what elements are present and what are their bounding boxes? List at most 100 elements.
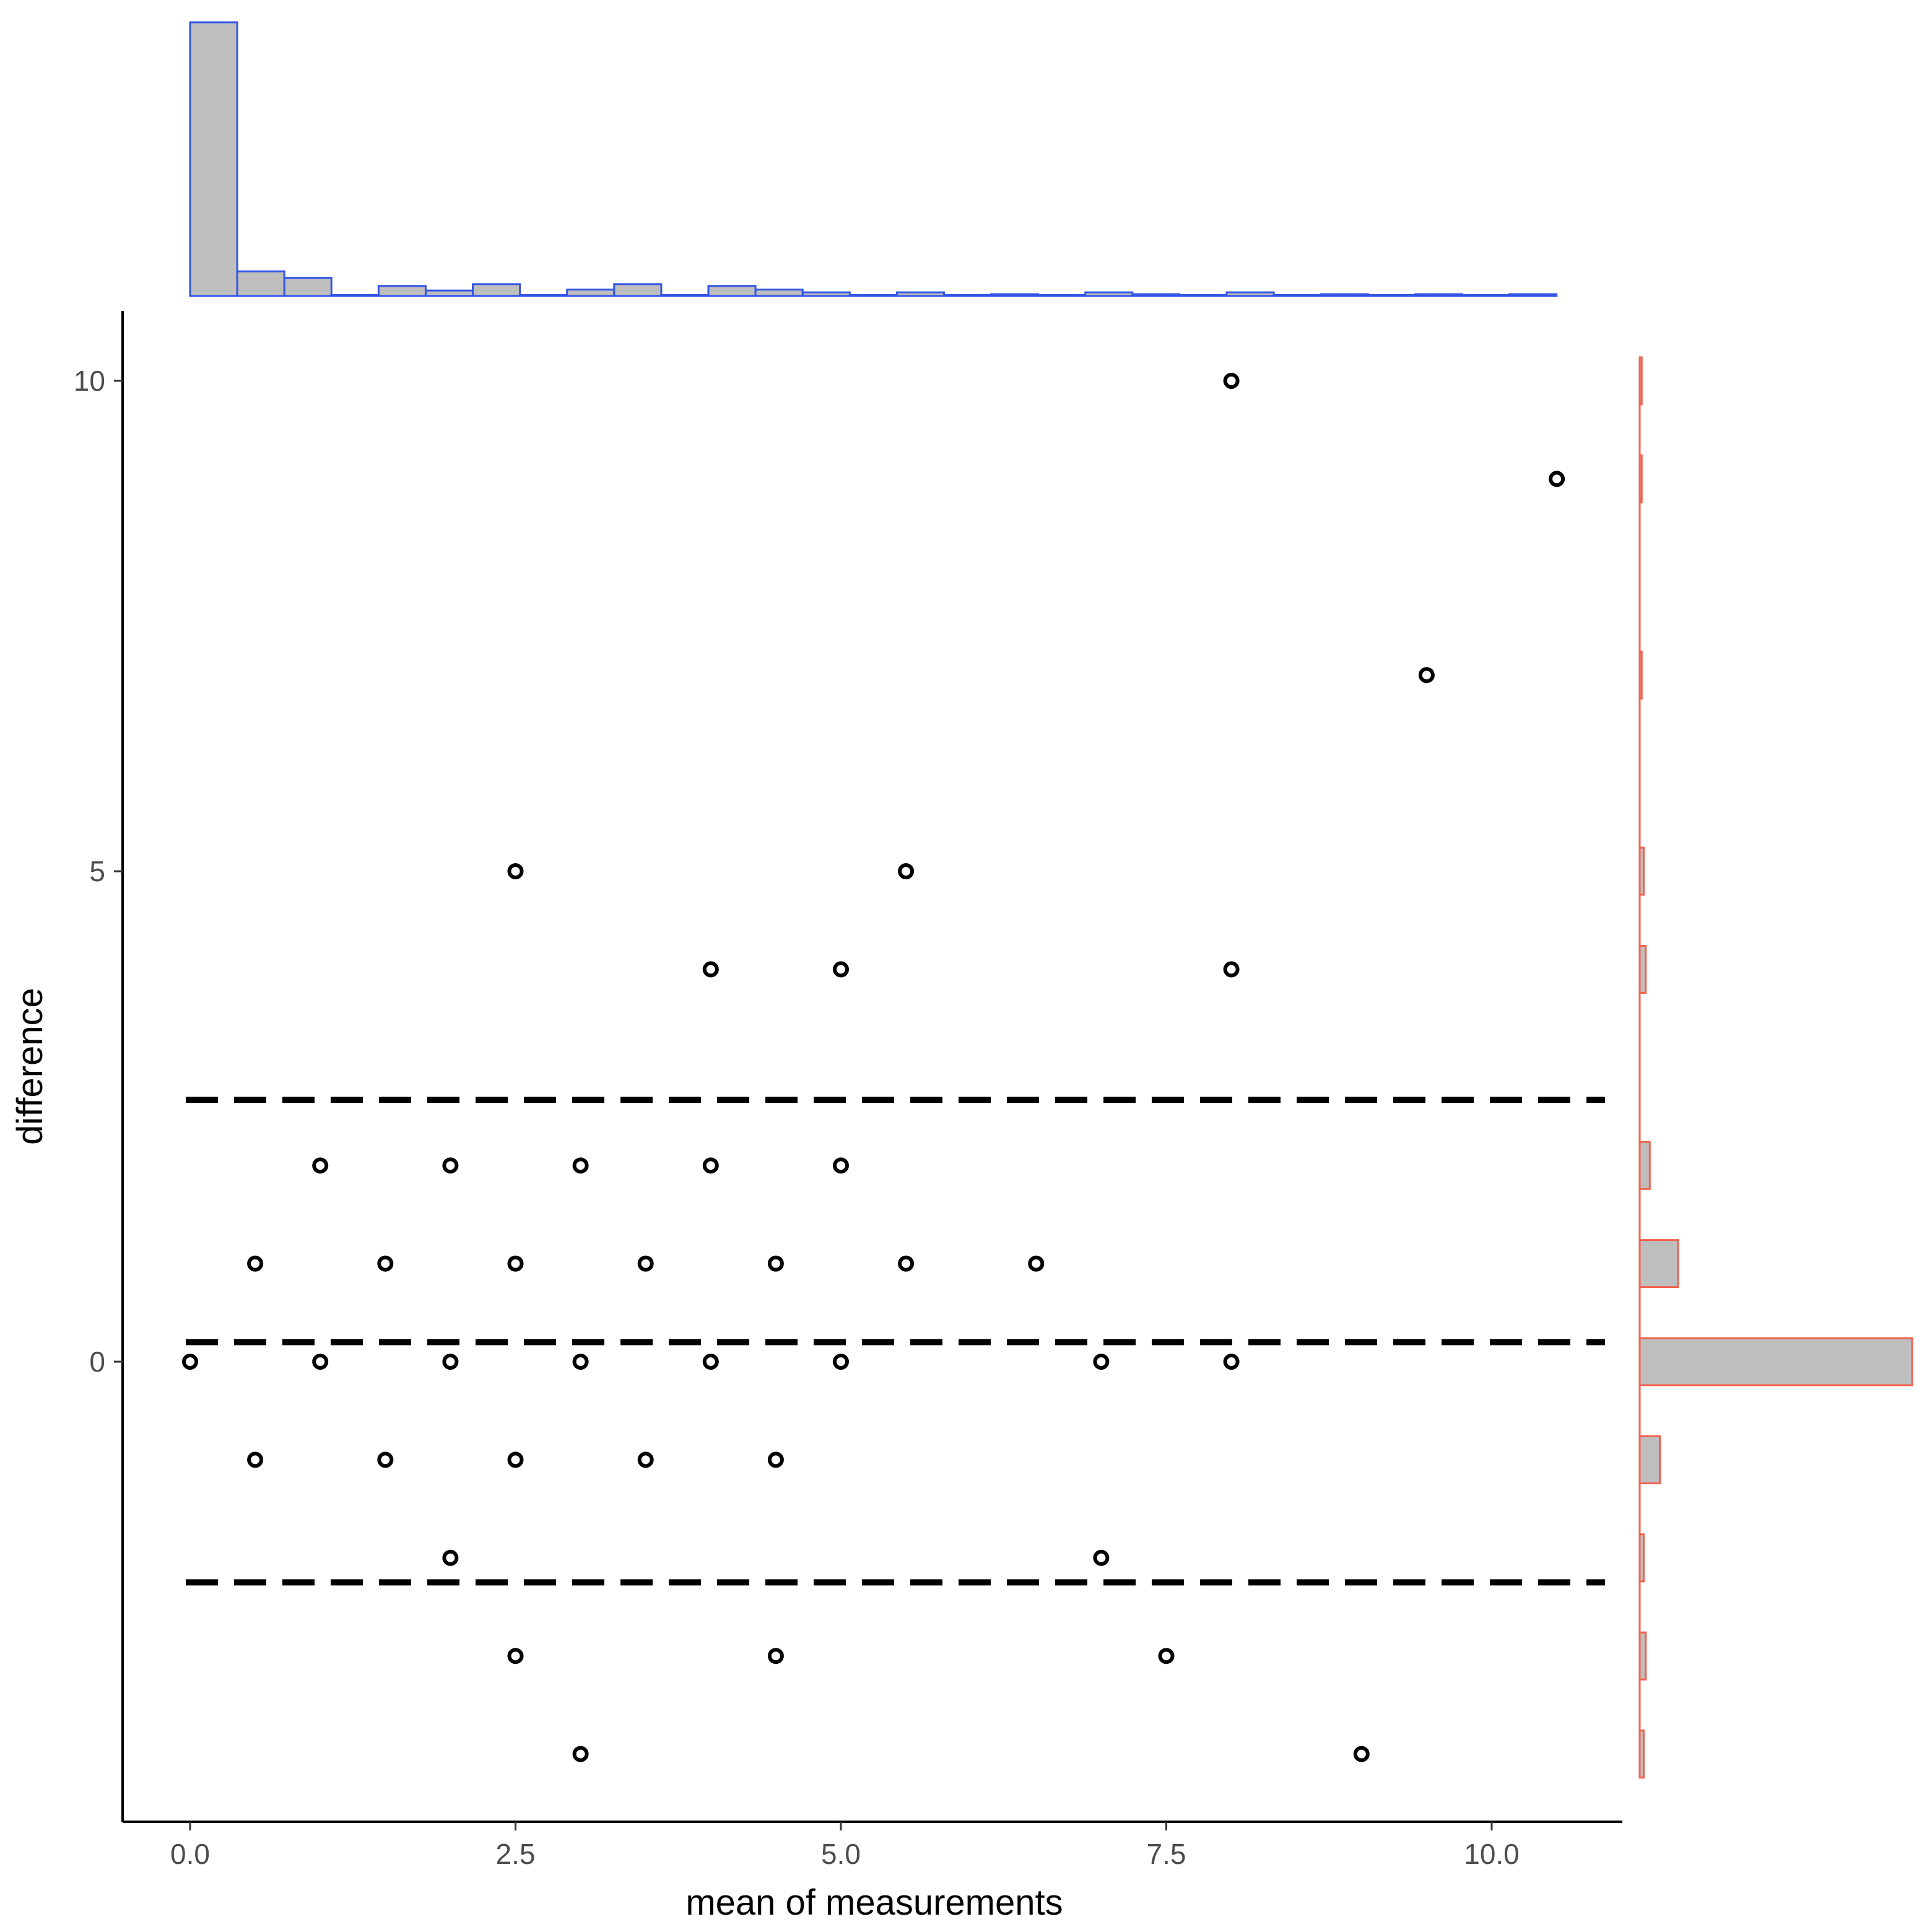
data-point <box>1093 1549 1110 1566</box>
right-histogram-bar <box>1638 944 1647 994</box>
top-histogram-bar <box>1320 293 1369 297</box>
data-point <box>377 1255 394 1272</box>
x-tick-label: 5.0 <box>821 1838 861 1870</box>
axes <box>121 311 1622 1823</box>
right-histogram-bar <box>1638 650 1643 700</box>
data-point <box>833 961 849 978</box>
y-axis-ticks: 0 5 10 <box>74 365 123 1378</box>
top-histogram-bar <box>660 294 710 297</box>
top-histogram-bar <box>1178 294 1228 297</box>
right-histogram-bar <box>1638 1239 1679 1289</box>
data-point <box>898 1255 915 1272</box>
data-point <box>702 1157 719 1174</box>
x-tick-label: 0.0 <box>170 1838 210 1870</box>
data-point <box>1028 1255 1045 1272</box>
data-point <box>572 1157 589 1174</box>
data-point <box>442 1354 459 1370</box>
y-tick-label: 10 <box>74 365 105 397</box>
data-point <box>507 1648 524 1664</box>
data-point <box>507 863 524 879</box>
data-point <box>833 1157 849 1174</box>
data-point <box>442 1549 459 1566</box>
data-point <box>702 961 719 978</box>
top-histogram-bar <box>566 289 616 297</box>
data-point <box>637 1255 654 1272</box>
data-point <box>1418 667 1435 684</box>
data-point <box>833 1354 849 1370</box>
data-point <box>572 1746 589 1762</box>
x-axis-title: mean of measurements <box>685 1882 1063 1923</box>
top-histogram-bar <box>1225 291 1275 297</box>
data-point <box>507 1451 524 1468</box>
right-histogram-bar <box>1638 1533 1645 1583</box>
data-point <box>1549 471 1565 487</box>
top-histogram-bar <box>236 270 285 297</box>
right-histogram-bar <box>1638 1631 1647 1681</box>
right-histogram-bar <box>1638 846 1645 896</box>
data-point <box>1223 373 1240 389</box>
top-histogram-bar <box>990 293 1040 297</box>
scatter-points <box>182 373 1565 1762</box>
reference-lines <box>186 1097 1605 1586</box>
top-histogram-bar <box>848 294 898 297</box>
top-histogram-bar <box>754 289 804 297</box>
top-histogram-bar <box>377 285 427 297</box>
x-tick-label: 2.5 <box>496 1838 536 1870</box>
x-tick-label: 7.5 <box>1147 1838 1186 1870</box>
data-point <box>1353 1746 1370 1762</box>
data-point <box>247 1255 264 1272</box>
data-point <box>377 1451 394 1468</box>
data-point <box>312 1157 329 1174</box>
top-histogram-bar <box>1037 294 1087 297</box>
top-histogram-bar <box>1367 294 1416 297</box>
data-point <box>767 1648 784 1664</box>
data-point <box>1223 961 1240 978</box>
right-histogram-bar <box>1638 1730 1645 1779</box>
right-histogram-bar <box>1638 1435 1661 1484</box>
top-histogram-bar <box>801 291 851 297</box>
right-histogram-bar <box>1638 454 1643 503</box>
top-histogram-bar <box>1084 291 1134 297</box>
top-histogram-bar <box>1131 293 1181 297</box>
data-point <box>507 1255 524 1272</box>
data-point <box>1093 1354 1110 1370</box>
y-tick-label: 5 <box>89 855 105 887</box>
y-axis-title: difference <box>10 988 50 1145</box>
top-histogram-bar <box>472 283 521 297</box>
top-histogram-bar <box>895 291 945 297</box>
y-tick-label: 0 <box>89 1346 105 1378</box>
data-point <box>247 1451 264 1468</box>
data-point <box>702 1354 719 1370</box>
right-histogram-bar <box>1638 1337 1913 1386</box>
top-histogram-bar <box>1272 294 1322 297</box>
top-histogram-bar <box>424 289 474 297</box>
x-axis-ticks: 0.0 2.5 5.0 7.5 10.0 <box>170 1822 1520 1870</box>
data-point <box>898 863 915 879</box>
top-histogram-bar <box>1461 294 1511 297</box>
top-histogram-bar <box>330 294 380 297</box>
right-histogram-bar <box>1638 356 1643 406</box>
top-histogram-bar <box>613 283 663 297</box>
right-marginal-histogram <box>1638 356 1913 1779</box>
data-point <box>572 1354 589 1370</box>
data-point <box>767 1255 784 1272</box>
right-histogram-bar <box>1638 1141 1651 1190</box>
data-point <box>312 1354 329 1370</box>
x-tick-label: 10.0 <box>1464 1838 1520 1870</box>
top-histogram-bar <box>942 294 993 297</box>
data-point <box>182 1354 198 1370</box>
top-histogram-bar <box>189 21 238 297</box>
data-point <box>442 1157 459 1174</box>
top-histogram-bar <box>283 277 333 297</box>
top-marginal-histogram <box>189 21 1558 297</box>
data-point <box>767 1451 784 1468</box>
top-histogram-bar <box>1414 293 1463 297</box>
top-histogram-bar <box>1508 293 1558 297</box>
top-histogram-bar <box>707 285 757 297</box>
data-point <box>1223 1354 1240 1370</box>
data-point <box>637 1451 654 1468</box>
data-point <box>1158 1648 1175 1664</box>
top-histogram-bar <box>519 294 568 297</box>
